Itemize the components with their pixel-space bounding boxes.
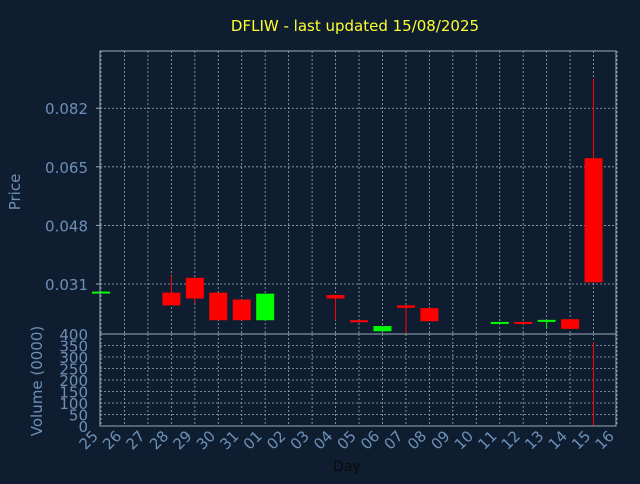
volume-tick-label: 300 bbox=[59, 349, 88, 367]
x-tick-label: 07 bbox=[381, 427, 407, 453]
price-plot-frame bbox=[99, 50, 617, 335]
volume-grid bbox=[100, 333, 618, 427]
x-tick-label: 26 bbox=[99, 427, 125, 453]
price-tick-label: 0.065 bbox=[45, 159, 88, 177]
chart-title: DFLIW - last updated 15/08/2025 bbox=[231, 17, 479, 35]
volume-tick-label: 400 bbox=[59, 326, 88, 344]
candle-body bbox=[490, 321, 509, 324]
candle-body bbox=[92, 291, 110, 294]
price-tick-label: 0.031 bbox=[45, 276, 88, 294]
volume-tick-label: 150 bbox=[59, 384, 88, 402]
volume-tick-label: 50 bbox=[69, 407, 88, 425]
candle-body bbox=[162, 292, 181, 306]
x-tick-label: 01 bbox=[240, 427, 266, 453]
candle-body bbox=[420, 308, 439, 322]
volume-tick-label: 200 bbox=[59, 372, 88, 390]
volume-tick-label: 250 bbox=[59, 361, 88, 379]
candle-body bbox=[561, 319, 580, 329]
x-tick-label: 30 bbox=[193, 427, 219, 453]
x-tick-label: 03 bbox=[287, 427, 313, 453]
x-tick-label: 08 bbox=[404, 427, 430, 453]
x-tick-label: 16 bbox=[592, 427, 618, 453]
volume-tick-label: 100 bbox=[59, 395, 88, 413]
candle-body bbox=[232, 299, 251, 321]
candle-body bbox=[514, 321, 533, 324]
candles bbox=[92, 78, 603, 334]
volume-plot-frame bbox=[99, 333, 617, 427]
candle-body bbox=[209, 292, 228, 321]
volume-tick-label: 350 bbox=[59, 338, 88, 356]
price-tick-label: 0.048 bbox=[45, 217, 88, 235]
price-y-ticks: 0.082 0.065 0.048 0.031 bbox=[45, 100, 100, 294]
price-tick-label: 0.082 bbox=[45, 100, 88, 118]
x-tick-label: 06 bbox=[357, 427, 383, 453]
x-tick-label: 05 bbox=[334, 427, 360, 453]
volume-tick-label: 0 bbox=[78, 418, 88, 436]
candle-body bbox=[537, 319, 556, 322]
x-tick-label: 10 bbox=[451, 427, 477, 453]
x-tick-label: 29 bbox=[169, 427, 195, 453]
candle-body bbox=[350, 320, 368, 323]
candle-body bbox=[584, 158, 603, 283]
candle-body bbox=[256, 293, 275, 321]
candle-body bbox=[185, 277, 204, 299]
x-tick-label: 12 bbox=[498, 427, 524, 453]
x-tick-label: 28 bbox=[146, 427, 172, 453]
volume-axis-label: Volume (0000) bbox=[28, 326, 46, 436]
candle-body bbox=[373, 326, 392, 332]
x-tick-label: 14 bbox=[545, 427, 571, 453]
candle-body bbox=[326, 295, 345, 299]
x-tick-label: 09 bbox=[427, 427, 453, 453]
x-tick-label: 31 bbox=[216, 427, 242, 453]
x-tick-label: 27 bbox=[123, 427, 149, 453]
x-tick-label: 04 bbox=[310, 427, 336, 453]
price-axis-label: Price bbox=[6, 174, 24, 211]
x-tick-label: 13 bbox=[521, 427, 547, 453]
x-axis-label: Day bbox=[333, 459, 361, 475]
candle-body bbox=[396, 305, 415, 308]
x-tick-label: 11 bbox=[474, 427, 500, 453]
x-ticks: 2526272829303101020304050607080910111213… bbox=[76, 427, 618, 453]
x-tick-label: 15 bbox=[568, 427, 594, 453]
price-grid bbox=[100, 51, 618, 334]
x-tick-label: 02 bbox=[263, 427, 289, 453]
